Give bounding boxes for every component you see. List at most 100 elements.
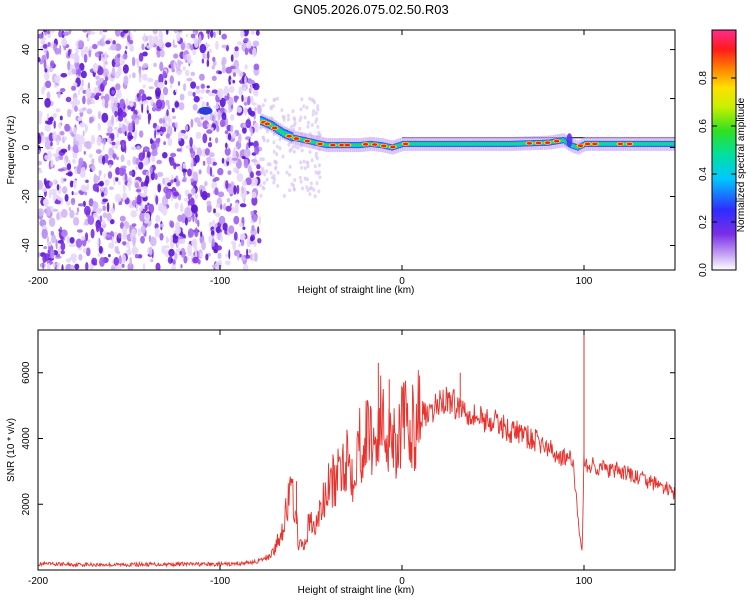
noise-speckle: [175, 88, 178, 93]
noise-speckle: [244, 47, 249, 56]
noise-speckle: [105, 40, 111, 45]
ridge-peak: [363, 142, 369, 146]
noise-speckle: [240, 256, 246, 261]
noise-speckle: [177, 59, 182, 67]
noise-speckle: [234, 46, 239, 52]
noise-haze: [296, 145, 300, 150]
noise-speckle: [117, 232, 122, 239]
noise-speckle: [99, 215, 103, 223]
noise-speckle: [101, 219, 106, 226]
noise-speckle: [95, 80, 101, 86]
noise-speckle: [216, 30, 222, 35]
noise-speckle: [110, 207, 115, 214]
noise-haze: [299, 179, 303, 184]
noise-speckle: [190, 152, 195, 159]
noise-speckle: [171, 122, 176, 128]
noise-speckle: [176, 32, 181, 42]
noise-speckle: [143, 186, 148, 194]
ridge-band: [474, 140, 478, 147]
noise-speckle: [180, 42, 185, 51]
noise-speckle: [206, 85, 210, 89]
ridge-band: [449, 140, 452, 147]
noise-speckle: [158, 73, 164, 84]
noise-speckle: [80, 70, 87, 79]
noise-haze: [314, 111, 318, 116]
noise-speckle: [80, 48, 85, 58]
noise-speckle: [107, 171, 113, 179]
noise-haze: [300, 97, 304, 102]
noise-speckle: [88, 49, 92, 58]
noise-speckle: [60, 242, 66, 251]
ridge-band: [422, 140, 425, 147]
noise-speckle: [143, 157, 149, 166]
ridge-band: [398, 142, 401, 149]
noise-speckle: [83, 151, 86, 155]
noise-speckle: [71, 191, 74, 196]
noise-haze: [313, 194, 317, 199]
noise-speckle: [244, 75, 247, 86]
ridge-peak: [390, 145, 396, 149]
noise-speckle: [65, 258, 72, 263]
ridge-band: [605, 140, 609, 147]
ridge-band: [358, 142, 361, 149]
noise-speckle: [230, 241, 236, 245]
noise-speckle: [120, 31, 125, 38]
noise-speckle: [122, 235, 127, 240]
noise-speckle: [243, 263, 249, 270]
noise-speckle: [79, 191, 85, 196]
noise-speckle: [200, 252, 203, 258]
noise-speckle: [153, 35, 159, 45]
noise-haze: [306, 124, 310, 129]
noise-speckle: [200, 89, 205, 94]
noise-speckle: [109, 219, 115, 225]
noise-speckle: [162, 123, 169, 128]
noise-speckle: [90, 228, 95, 239]
noise-speckle: [116, 140, 119, 150]
snr-axes: -200 -100 0 100 2000 4000 6000: [21, 330, 675, 587]
noise-speckle: [243, 148, 251, 158]
noise-speckle: [252, 40, 260, 47]
y-tick-label: -40: [21, 238, 32, 253]
noise-speckle: [174, 202, 179, 210]
noise-speckle: [173, 44, 178, 48]
noise-speckle: [51, 234, 57, 244]
ridge-band: [614, 140, 618, 147]
noise-speckle: [53, 178, 57, 185]
noise-speckle: [243, 158, 249, 169]
noise-speckle: [195, 87, 201, 94]
noise-haze: [299, 107, 303, 112]
noise-haze: [309, 181, 313, 186]
noise-speckle: [120, 154, 125, 163]
noise-speckle: [230, 114, 235, 121]
noise-speckle: [166, 109, 169, 117]
noise-speckle: [209, 92, 216, 97]
noise-speckle: [60, 177, 65, 184]
noise-speckle: [249, 241, 256, 245]
noise-haze: [312, 109, 316, 114]
noise-speckle: [211, 238, 215, 247]
noise-speckle: [206, 160, 213, 165]
noise-speckle: [192, 103, 198, 111]
noise-speckle: [38, 252, 41, 257]
noise-speckle: [184, 69, 190, 77]
noise-speckle: [211, 181, 218, 190]
noise-speckle: [131, 200, 137, 207]
y-tick-label: 2000: [21, 493, 32, 516]
ridge-band: [387, 143, 390, 150]
noise-speckle: [118, 181, 121, 186]
noise-speckle: [156, 171, 164, 177]
ridge-band: [453, 140, 456, 147]
noise-speckle: [111, 89, 115, 95]
noise-speckle: [120, 111, 127, 118]
noise-speckle: [225, 142, 228, 149]
noise-haze: [262, 181, 266, 185]
noise-speckle: [208, 235, 213, 244]
ridge-band: [412, 140, 416, 147]
noise-speckle: [60, 250, 65, 255]
noise-speckle: [254, 146, 260, 155]
noise-haze: [268, 162, 272, 167]
noise-speckle: [199, 114, 202, 123]
noise-speckle: [82, 107, 87, 111]
noise-speckle: [193, 144, 196, 152]
noise-speckle: [228, 85, 235, 93]
